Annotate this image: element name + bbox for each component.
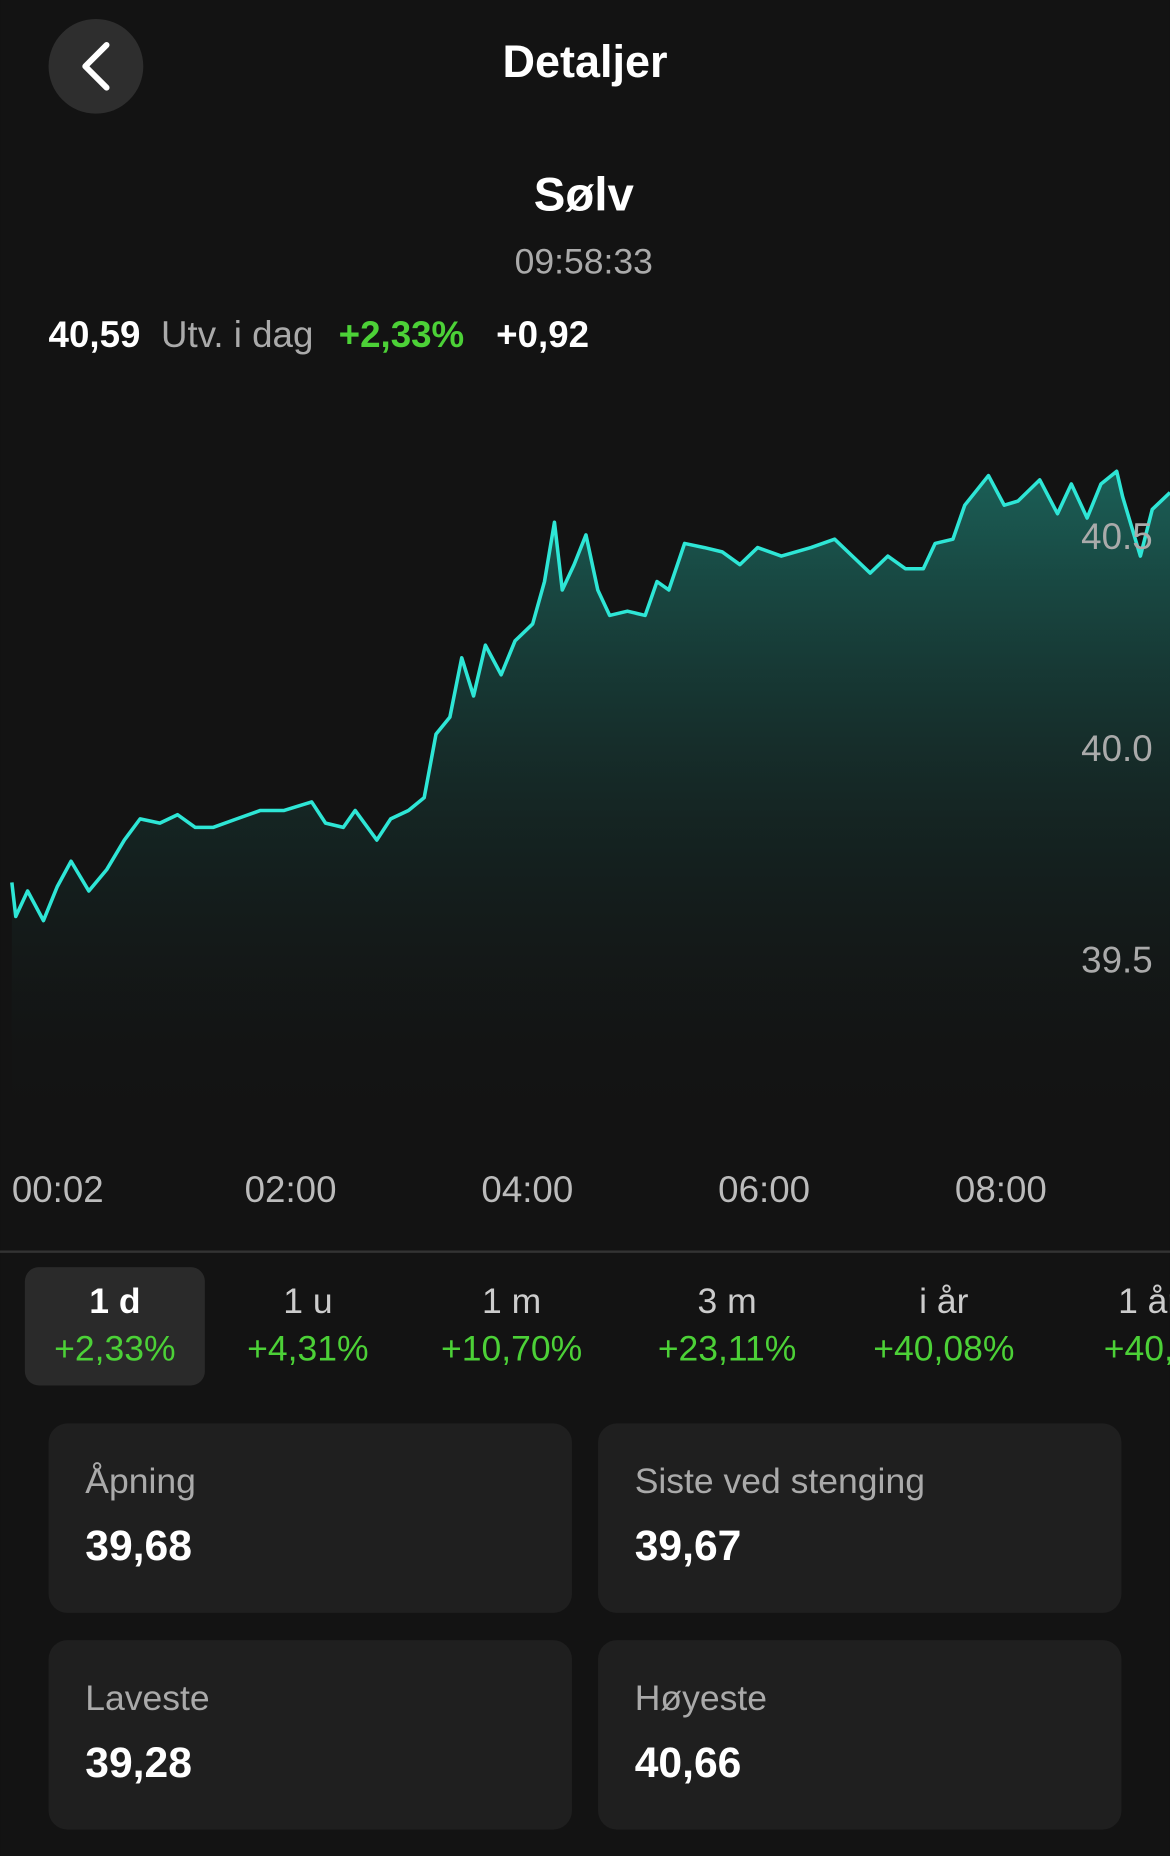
period-change[interactable]: +2,33% [54, 1329, 175, 1369]
stat-label: Høyeste [635, 1678, 767, 1718]
price-line [10, 469, 1170, 923]
period-tab[interactable]: 3 m +23,11% [658, 1281, 797, 1368]
y-tick-label: 40.5 [1081, 516, 1152, 557]
stat-card [598, 1640, 1122, 1830]
chart: 39.5 40.0 40.5 00:02 02:00 04:00 06:00 08:00 [10, 469, 1170, 1210]
stat-value: 39,68 [85, 1522, 192, 1570]
period-label[interactable]: 3 m [697, 1281, 756, 1321]
period-tab[interactable]: 1 m +10,70% [441, 1281, 582, 1368]
stat-value: 39,28 [85, 1739, 192, 1787]
stat-label: Åpning [85, 1461, 196, 1501]
period-label[interactable]: 1 d [89, 1281, 140, 1321]
back-icon[interactable] [82, 42, 110, 91]
stat-card [598, 1423, 1122, 1613]
quote-time: 09:58:33 [515, 241, 653, 281]
x-tick-label: 02:00 [245, 1169, 337, 1210]
y-tick-label: 39.5 [1081, 940, 1152, 981]
stats: Åpning 39,68 Siste ved stenging 39,67 Lavest… [48, 1423, 1122, 1830]
period-tab[interactable]: 1 u +4,31% [247, 1281, 368, 1368]
area [11, 471, 1170, 1137]
change-pct: +2,33% [339, 314, 465, 355]
period-label[interactable]: 1 u [283, 1281, 332, 1321]
back-button-bg[interactable] [48, 18, 144, 114]
period-change[interactable]: +40,6 [1104, 1329, 1170, 1369]
stat-card [48, 1640, 572, 1830]
period-change[interactable]: +40,08% [873, 1329, 1014, 1369]
stat-value: 39,67 [635, 1522, 742, 1570]
x-tick-label: 08:00 [955, 1169, 1047, 1210]
instrument-name: Sølv [534, 168, 635, 221]
period-change[interactable]: +4,31% [247, 1329, 368, 1369]
x-tick-label: 00:02 [12, 1169, 104, 1210]
back-button[interactable] [48, 18, 144, 114]
period-tab[interactable]: 1 d +2,33% [24, 1267, 205, 1386]
period-label[interactable]: 1 m [482, 1281, 541, 1321]
period-tab[interactable]: i år +40,08% [873, 1281, 1014, 1368]
stat-value: 40,66 [635, 1739, 742, 1787]
period-tab-selected-bg[interactable] [24, 1267, 205, 1386]
period-tab[interactable]: 1 år +40,6 [1104, 1281, 1170, 1368]
x-tick-label: 06:00 [718, 1169, 810, 1210]
stat-card [48, 1423, 572, 1613]
page-title: Detaljer [502, 36, 667, 87]
change-label: Utv. i dag [161, 314, 313, 355]
period-tabs: 1 d +2,33% 1 u +4,31% 1 m +10,70% 3 m +23,11% i … [24, 1267, 1170, 1386]
price: 40,59 [49, 314, 141, 355]
period-label[interactable]: i år [919, 1281, 969, 1321]
stat-label: Laveste [85, 1678, 209, 1718]
change-abs: +0,92 [496, 314, 589, 355]
period-change[interactable]: +23,11% [658, 1329, 797, 1369]
stat-label: Siste ved stenging [635, 1461, 925, 1501]
y-tick-label: 40.0 [1081, 728, 1152, 769]
period-label[interactable]: 1 år [1118, 1281, 1170, 1321]
x-tick-label: 04:00 [481, 1169, 573, 1210]
period-change[interactable]: +10,70% [441, 1329, 582, 1369]
